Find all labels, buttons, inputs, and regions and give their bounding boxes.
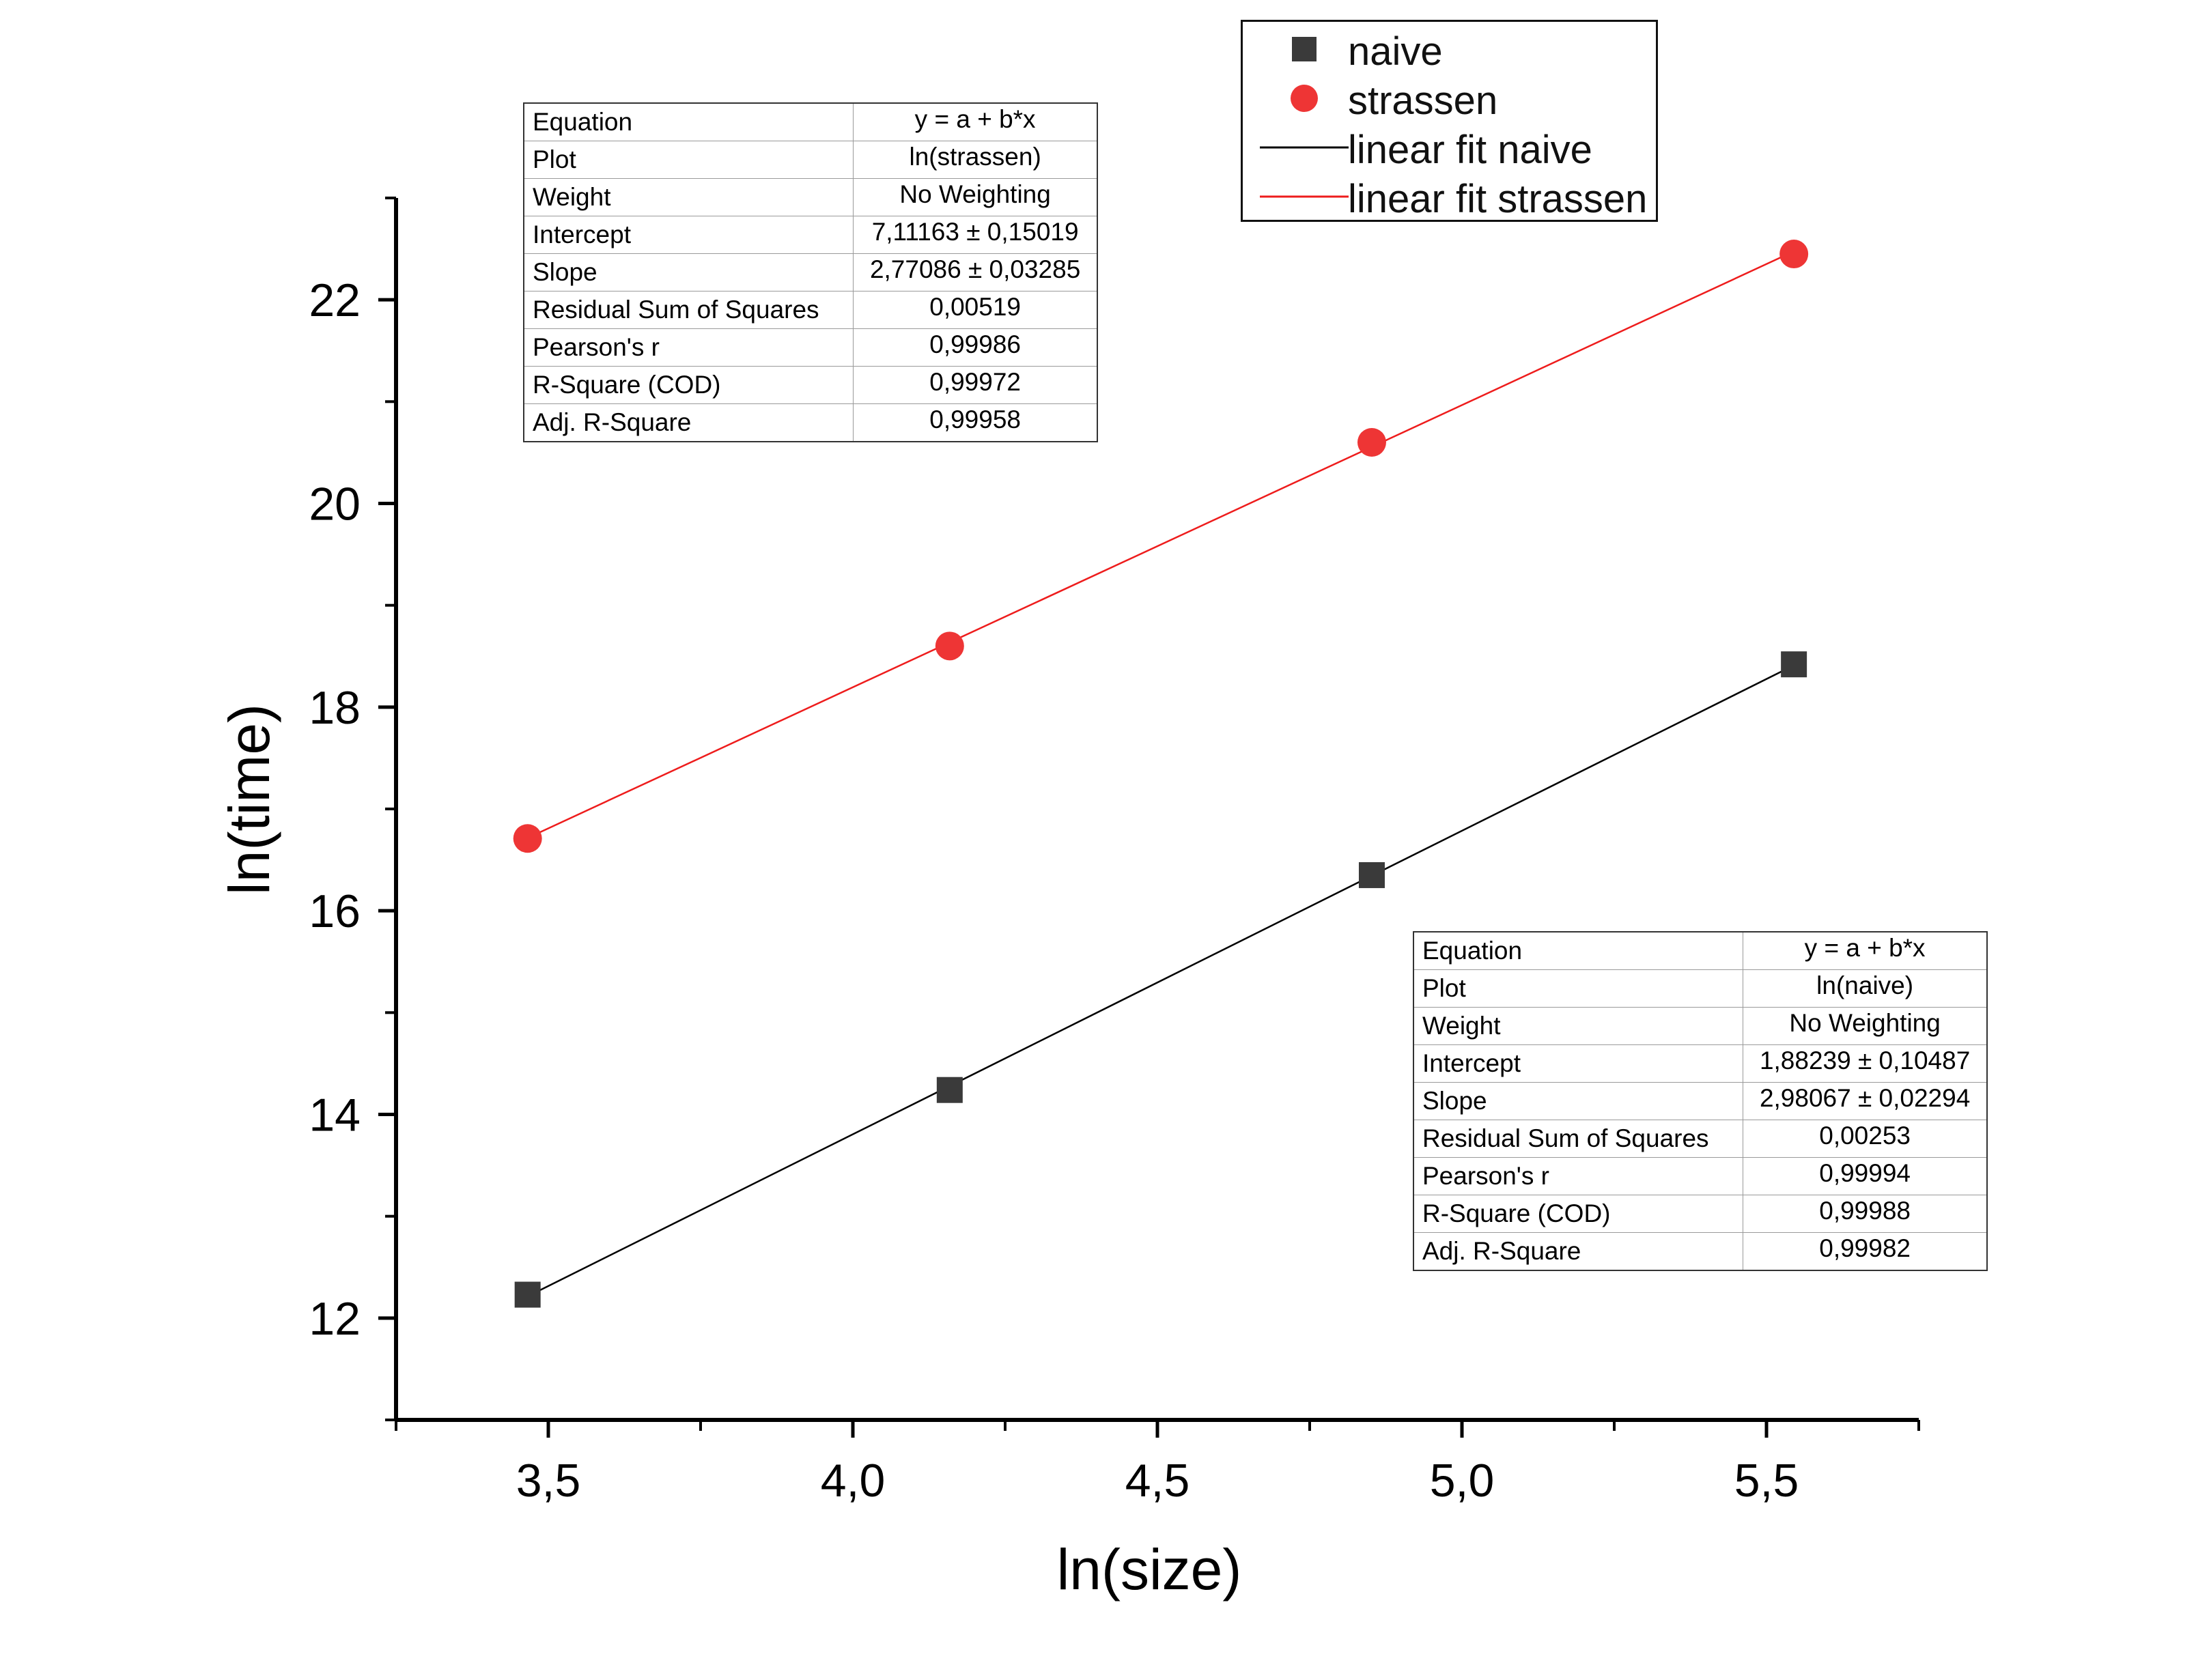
stats-key: Plot	[523, 141, 854, 179]
y-tick-label: 22	[309, 274, 361, 326]
circle-marker-icon	[1291, 85, 1318, 112]
x-axis-label: ln(size)	[1057, 1537, 1242, 1601]
data-points	[513, 240, 1809, 1308]
stats-value: 2,77086 ± 0,03285	[853, 253, 1098, 291]
stats-value: 2,98067 ± 0,02294	[1743, 1082, 1988, 1120]
y-tick-label: 20	[309, 479, 361, 530]
x-tick-label: 4,5	[1125, 1455, 1190, 1507]
stats-value: No Weighting	[1743, 1007, 1988, 1045]
data-point-strassen	[1357, 428, 1386, 457]
data-point-naive	[1358, 862, 1385, 888]
data-point-naive	[936, 1077, 963, 1103]
y-tick-label: 14	[309, 1090, 361, 1141]
stats-row: Equation y = a + b*x	[1413, 931, 1988, 970]
legend-item-linear-fit-naive: linear fit naive	[1243, 123, 1656, 172]
stats-row: Plot ln(strassen)	[523, 141, 1098, 179]
x-tick-label: 3,5	[516, 1455, 581, 1507]
stats-key: Pearson's r	[523, 328, 854, 367]
stats-row: Intercept 7,11163 ± 0,15019	[523, 216, 1098, 254]
legend-item-naive: naive	[1243, 25, 1656, 74]
stats-row: Pearson's r 0,99986	[523, 328, 1098, 367]
stats-row: Adj. R-Square 0,99958	[523, 403, 1098, 442]
stats-key: Slope	[523, 253, 854, 291]
chart-legend: naive strassen linear fit naive linear f…	[1241, 20, 1658, 222]
stats-row: R-Square (COD) 0,99988	[1413, 1195, 1988, 1233]
data-point-strassen	[935, 631, 964, 661]
stats-row: Weight No Weighting	[523, 178, 1098, 216]
stats-key: Plot	[1413, 969, 1744, 1008]
stats-key: Intercept	[1413, 1044, 1744, 1083]
legend-label: linear fit strassen	[1348, 177, 1648, 221]
stats-value: No Weighting	[853, 178, 1098, 216]
stats-row: Residual Sum of Squares 0,00519	[523, 291, 1098, 329]
stats-row: Slope 2,77086 ± 0,03285	[523, 253, 1098, 291]
data-point-strassen	[1779, 240, 1809, 269]
stats-value: 0,99958	[853, 403, 1098, 442]
stats-value: y = a + b*x	[853, 102, 1098, 141]
data-point-strassen	[513, 824, 542, 853]
fit-line-linear-fit-naive	[527, 664, 1794, 1298]
fit-stats-table-strassen: Equation y = a + b*x Plot ln(strassen) Weigh…	[523, 102, 1098, 442]
data-point-naive	[514, 1281, 541, 1308]
x-tick-label: 5,5	[1734, 1455, 1799, 1507]
legend-label: naive	[1348, 29, 1443, 74]
stats-key: Residual Sum of Squares	[1413, 1120, 1744, 1158]
legend-label: linear fit naive	[1348, 128, 1592, 172]
stats-key: Weight	[1413, 1007, 1744, 1045]
stats-value: 0,99994	[1743, 1157, 1988, 1195]
stats-value: 1,88239 ± 0,10487	[1743, 1044, 1988, 1083]
stats-row: Adj. R-Square 0,99982	[1413, 1232, 1988, 1271]
stats-value: 0,99986	[853, 328, 1098, 367]
stats-key: R-Square (COD)	[1413, 1195, 1744, 1233]
stats-key: Intercept	[523, 216, 854, 254]
stats-row: Pearson's r 0,99994	[1413, 1157, 1988, 1195]
data-point-naive	[1781, 651, 1807, 678]
line-marker-icon	[1260, 146, 1349, 149]
stats-key: Residual Sum of Squares	[523, 291, 854, 329]
stats-key: R-Square (COD)	[523, 366, 854, 404]
legend-item-strassen: strassen	[1243, 74, 1656, 123]
stats-value: 7,11163 ± 0,15019	[853, 216, 1098, 254]
stats-value: ln(naive)	[1743, 969, 1988, 1008]
stats-value: 0,00253	[1743, 1120, 1988, 1158]
stats-row: Plot ln(naive)	[1413, 969, 1988, 1008]
fit-stats-table-naive: Equation y = a + b*x Plot ln(naive) Weight No…	[1413, 931, 1988, 1271]
stats-key: Weight	[523, 178, 854, 216]
line-marker-icon	[1260, 195, 1349, 198]
stats-row: Slope 2,98067 ± 0,02294	[1413, 1082, 1988, 1120]
fit-lines	[527, 251, 1794, 1298]
y-tick-label: 18	[309, 682, 361, 734]
y-tick-label: 16	[309, 885, 361, 937]
stats-value: 0,99982	[1743, 1232, 1988, 1271]
y-tick-label: 12	[309, 1293, 361, 1345]
stats-key: Adj. R-Square	[1413, 1232, 1744, 1271]
x-tick-label: 4,0	[821, 1455, 886, 1507]
stats-key: Slope	[1413, 1082, 1744, 1120]
stats-row: Intercept 1,88239 ± 0,10487	[1413, 1044, 1988, 1083]
stats-key: Equation	[1413, 931, 1744, 970]
stats-row: Weight No Weighting	[1413, 1007, 1988, 1045]
stats-key: Pearson's r	[1413, 1157, 1744, 1195]
stats-value: 0,99988	[1743, 1195, 1988, 1233]
plot-axes: 3,5 4,0 4,5 5,0 5,5 12 14 16 18 20 22	[309, 197, 1920, 1507]
stats-key: Adj. R-Square	[523, 403, 854, 442]
legend-label: strassen	[1348, 79, 1498, 123]
stats-value: 0,99972	[853, 366, 1098, 404]
x-tick-label: 5,0	[1430, 1455, 1495, 1507]
stats-row: Equation y = a + b*x	[523, 102, 1098, 141]
y-axis-label: ln(time)	[217, 704, 281, 895]
stats-value: y = a + b*x	[1743, 931, 1988, 970]
stats-value: 0,00519	[853, 291, 1098, 329]
stats-value: ln(strassen)	[853, 141, 1098, 179]
stats-key: Equation	[523, 102, 854, 141]
stats-row: R-Square (COD) 0,99972	[523, 366, 1098, 404]
legend-item-linear-fit-strassen: linear fit strassen	[1243, 172, 1656, 221]
stats-row: Residual Sum of Squares 0,00253	[1413, 1120, 1988, 1158]
fit-line-linear-fit-strassen	[527, 251, 1794, 839]
square-marker-icon	[1292, 37, 1317, 61]
